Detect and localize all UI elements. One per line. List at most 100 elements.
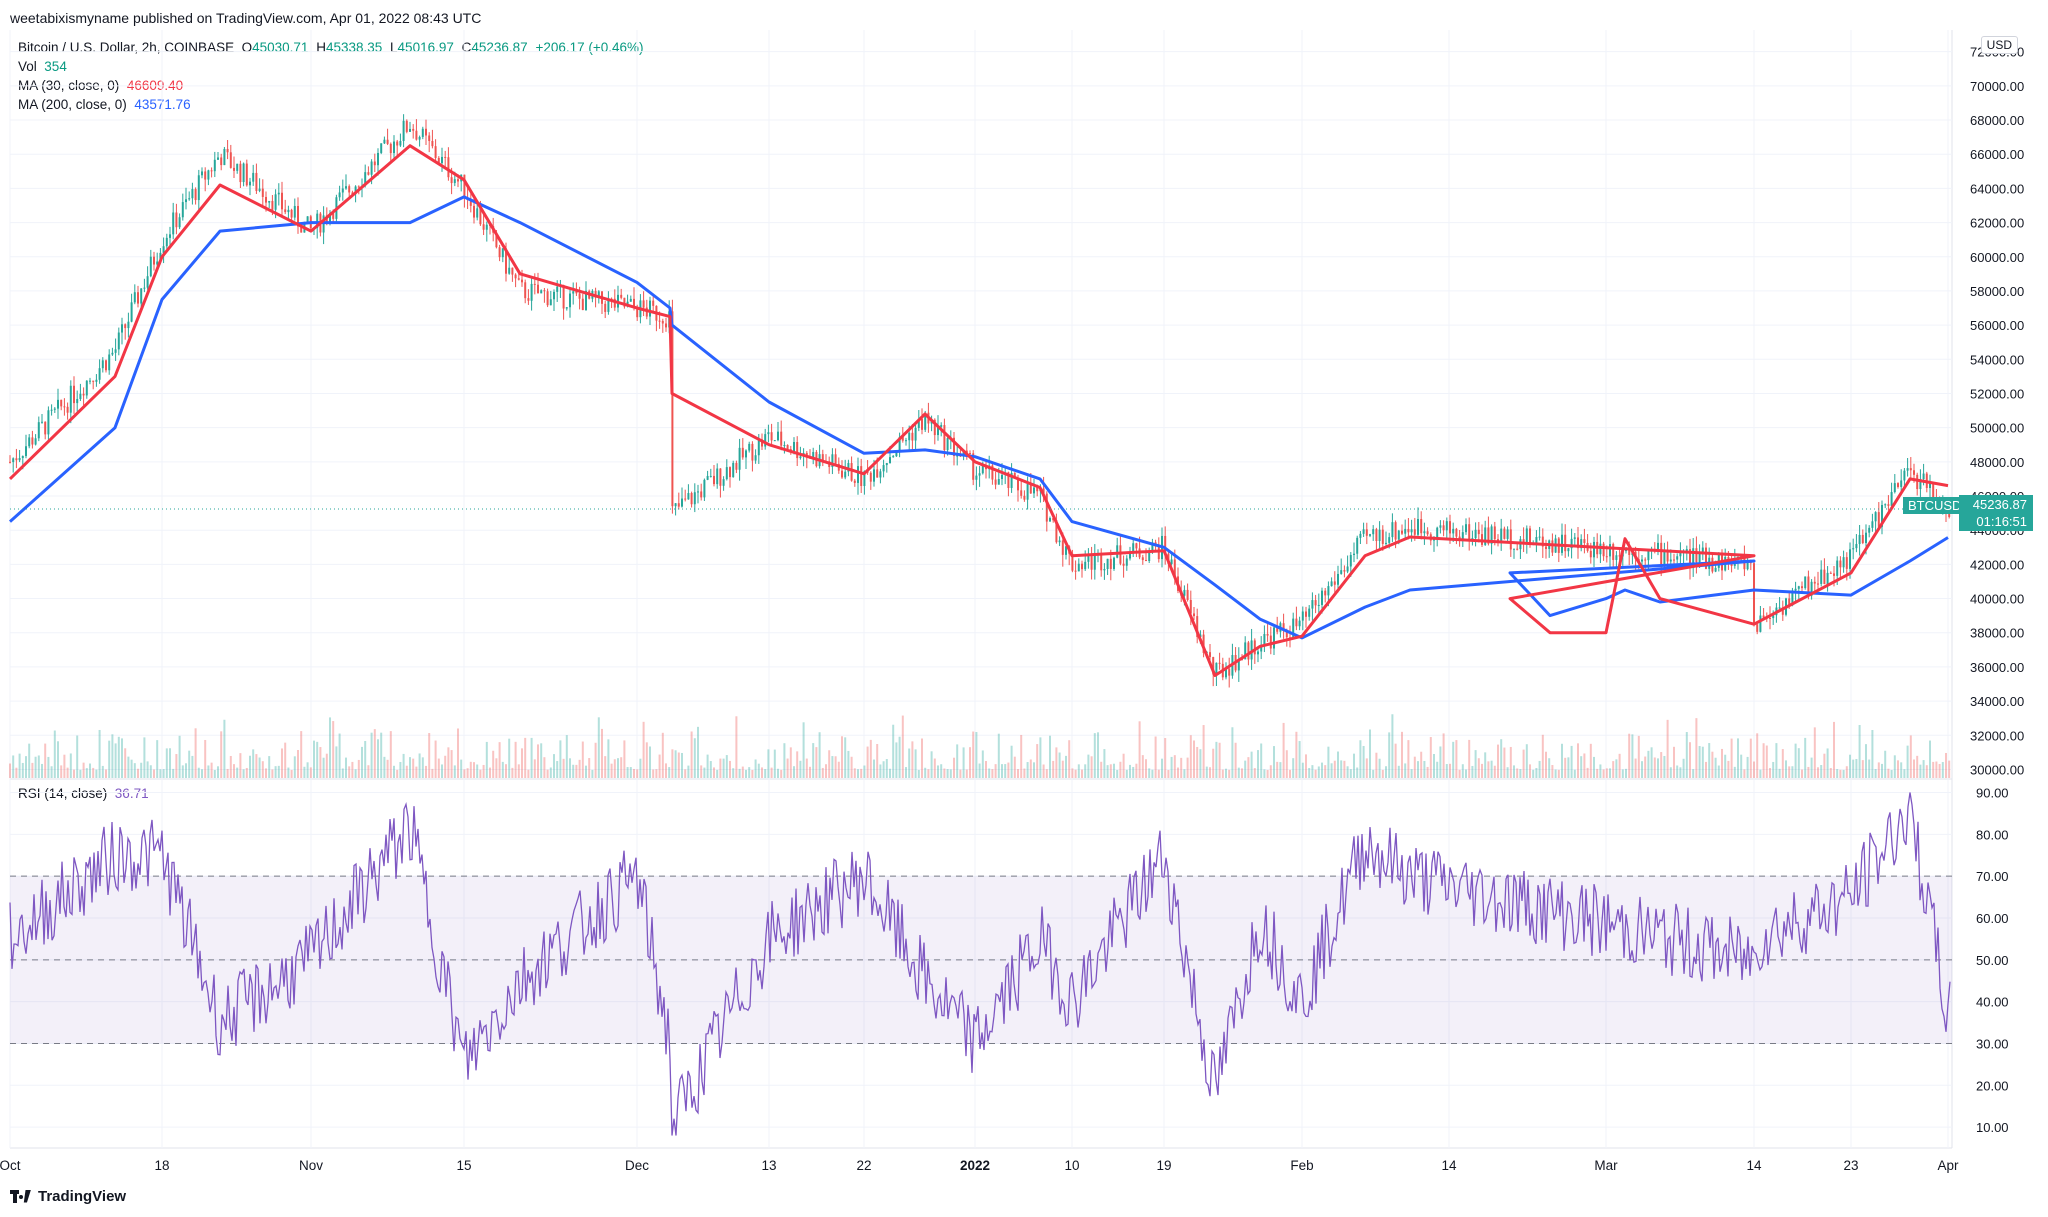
footer-brand[interactable]: TradingView bbox=[10, 1188, 126, 1205]
candle-body bbox=[1583, 539, 1586, 543]
candle-body bbox=[1106, 558, 1109, 569]
candle-body bbox=[210, 170, 213, 172]
candle-body bbox=[1378, 529, 1381, 541]
volume-bar bbox=[828, 750, 831, 778]
currency-badge[interactable]: USD bbox=[1980, 36, 2018, 54]
volume-bar bbox=[76, 735, 79, 778]
volume-bar bbox=[277, 765, 280, 778]
volume-bar bbox=[805, 758, 808, 778]
candle-body bbox=[1321, 590, 1323, 605]
candle-body bbox=[1676, 556, 1679, 560]
volume-bar bbox=[335, 746, 338, 778]
candle-body bbox=[393, 141, 395, 154]
volume-bar bbox=[1394, 743, 1397, 778]
candle-body bbox=[1183, 589, 1186, 596]
candle-body bbox=[1570, 538, 1573, 549]
volume-bar bbox=[783, 743, 786, 778]
volume-bar bbox=[1692, 769, 1695, 778]
candle-body bbox=[1458, 536, 1461, 539]
candle-body bbox=[1919, 479, 1922, 490]
candle-body bbox=[1401, 530, 1403, 534]
volume-bar bbox=[309, 767, 312, 778]
candle-body bbox=[1093, 553, 1096, 570]
rsi-tick-label: 60.00 bbox=[1976, 911, 2009, 926]
volume-bar bbox=[405, 765, 408, 778]
volume-bar bbox=[124, 748, 127, 778]
candle-body bbox=[975, 475, 978, 480]
candle-body bbox=[844, 471, 847, 478]
candle-body bbox=[495, 232, 498, 248]
candle-body bbox=[946, 438, 949, 451]
volume-bar bbox=[613, 759, 616, 778]
volume-bar bbox=[1759, 769, 1762, 778]
candle-body bbox=[469, 199, 472, 206]
candle-body bbox=[197, 175, 200, 201]
candle-body bbox=[1061, 540, 1064, 555]
volume-bar bbox=[1372, 769, 1375, 778]
volume-bar bbox=[610, 763, 613, 778]
candle-body bbox=[1273, 627, 1275, 649]
candle-body bbox=[786, 445, 789, 450]
volume-bar bbox=[633, 768, 635, 778]
candle-body bbox=[1237, 658, 1240, 671]
volume-bar bbox=[821, 767, 824, 778]
candle-body bbox=[901, 436, 904, 441]
candle-body bbox=[709, 475, 712, 477]
volume-bar bbox=[1685, 732, 1688, 778]
volume-bar bbox=[265, 768, 267, 778]
volume-bar bbox=[639, 758, 642, 778]
volume-bar bbox=[601, 728, 603, 778]
candle-body bbox=[700, 491, 703, 498]
candle-body bbox=[658, 320, 661, 322]
volume-bar bbox=[841, 736, 843, 778]
volume-bar bbox=[1689, 742, 1691, 778]
candle-body bbox=[1753, 563, 1755, 625]
candle-body bbox=[741, 447, 744, 458]
volume-bar bbox=[1113, 763, 1115, 778]
candle-body bbox=[738, 447, 741, 470]
candle-body bbox=[690, 493, 693, 505]
candle-body bbox=[226, 148, 229, 153]
legend-vol-row[interactable]: Vol 354 bbox=[18, 57, 644, 76]
candle-body bbox=[1196, 616, 1199, 638]
candle-body bbox=[9, 461, 11, 463]
volume-bar bbox=[757, 763, 760, 778]
volume-bar bbox=[1471, 765, 1474, 778]
volume-bar bbox=[1564, 757, 1567, 778]
volume-bar bbox=[943, 768, 946, 778]
volume-bar bbox=[834, 756, 837, 778]
volume-bar bbox=[1221, 769, 1224, 778]
volume-bar bbox=[565, 735, 568, 778]
volume-bar bbox=[540, 743, 543, 778]
time-tick-label: 13 bbox=[761, 1158, 776, 1173]
moving-averages bbox=[8, 144, 1952, 677]
candle-body bbox=[1381, 529, 1384, 544]
candle-body bbox=[201, 171, 203, 176]
volume-bar bbox=[1125, 769, 1128, 778]
rsi-legend[interactable]: RSI (14, close) 36.71 bbox=[18, 786, 149, 801]
candle-body bbox=[1881, 504, 1883, 527]
volume-bar bbox=[437, 758, 440, 778]
brand-name: TradingView bbox=[38, 1188, 127, 1205]
candle-body bbox=[1269, 635, 1272, 649]
volume-bar bbox=[789, 747, 792, 778]
volume-bar bbox=[1337, 751, 1339, 778]
close-key: C bbox=[461, 40, 472, 55]
volume-bar bbox=[201, 769, 203, 778]
volume-bar bbox=[1509, 746, 1512, 778]
rsi-series bbox=[9, 792, 1951, 1136]
volume-bar bbox=[1605, 768, 1608, 778]
volume-bar bbox=[946, 769, 949, 778]
candle-body bbox=[706, 475, 709, 480]
volume-bar bbox=[21, 762, 24, 778]
candle-body bbox=[1157, 546, 1160, 560]
volume-bar bbox=[1698, 746, 1701, 778]
candle-body bbox=[114, 349, 117, 353]
volume-bar bbox=[553, 754, 555, 778]
candle-body bbox=[905, 440, 907, 442]
volume-bar bbox=[1586, 767, 1589, 778]
volume-bar bbox=[476, 764, 479, 778]
volume-bar bbox=[364, 740, 367, 778]
volume-bar bbox=[1676, 765, 1679, 778]
